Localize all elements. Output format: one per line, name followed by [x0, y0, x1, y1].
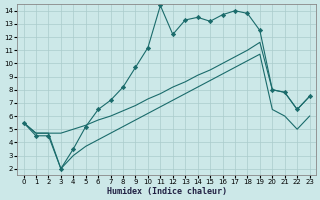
X-axis label: Humidex (Indice chaleur): Humidex (Indice chaleur) — [107, 187, 227, 196]
